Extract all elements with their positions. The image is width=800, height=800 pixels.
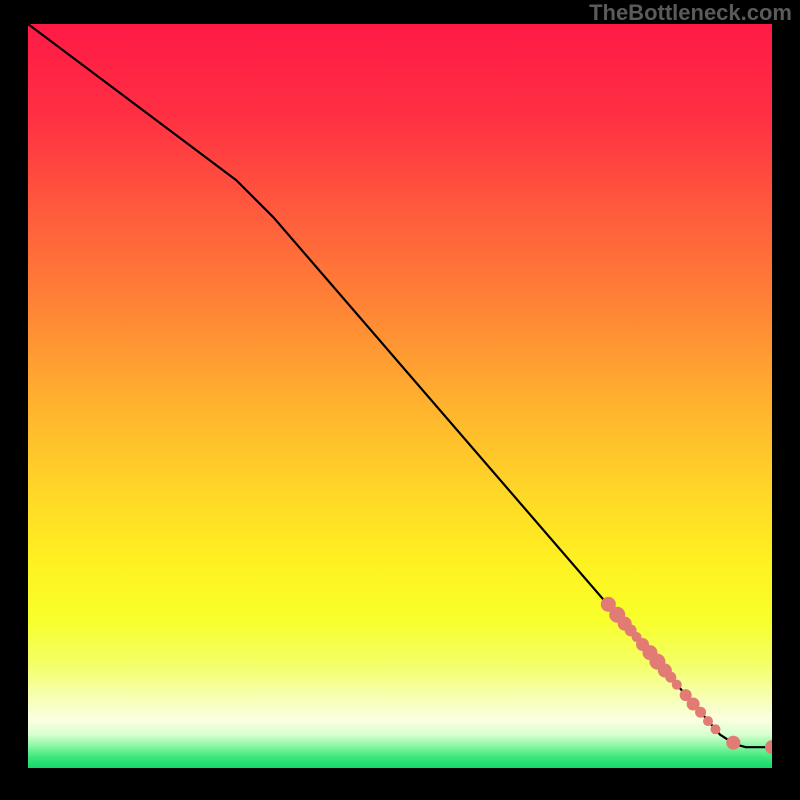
- data-marker: [703, 716, 713, 726]
- figure-canvas: TheBottleneck.com: [0, 0, 800, 800]
- data-marker: [672, 680, 682, 690]
- plot-svg: [28, 24, 772, 768]
- data-marker: [695, 707, 706, 718]
- plot-area: [28, 24, 772, 768]
- data-marker: [710, 724, 720, 734]
- watermark-text: TheBottleneck.com: [589, 0, 792, 26]
- data-marker: [726, 736, 740, 750]
